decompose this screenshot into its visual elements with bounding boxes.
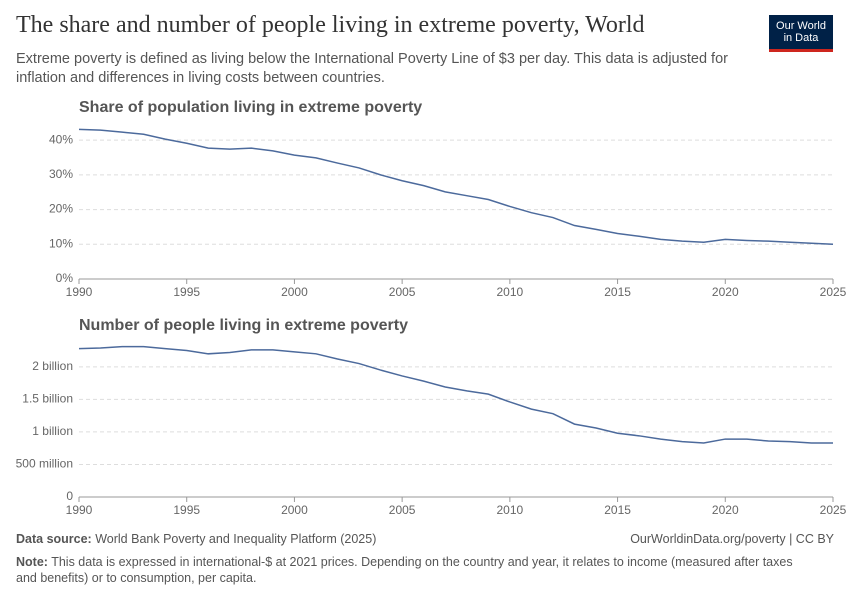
x-tick-label: 2010 [497, 285, 524, 299]
y-tick-label: 10% [49, 236, 73, 250]
x-tick-label: 2025 [820, 503, 847, 517]
subtitle: Extreme poverty is defined as living bel… [16, 51, 728, 86]
y-tick-label: 0% [56, 271, 74, 285]
x-tick-label: 2020 [712, 503, 739, 517]
y-tick-label: 1.5 billion [22, 392, 73, 406]
line [78, 128, 834, 246]
y-tick-label: 30% [49, 167, 73, 181]
chart-title: Share of population living in extreme po… [79, 99, 422, 116]
logo-text: Our World [776, 20, 826, 32]
source-label: Data source: [16, 532, 92, 546]
title: The share and number of people living in… [16, 12, 645, 38]
x-tick-label: 2000 [281, 285, 308, 299]
x-tick-label: 2005 [389, 285, 416, 299]
y-tick-label: 500 million [16, 457, 73, 471]
x-tick-label: 2020 [712, 285, 739, 299]
note-label: Note: [16, 555, 48, 569]
x-tick-label: 1995 [173, 285, 200, 299]
x-tick-label: 2015 [604, 503, 631, 517]
y-tick-label: 20% [49, 202, 73, 216]
x-tick-label: 2010 [497, 503, 524, 517]
x-tick-label: 2005 [389, 503, 416, 517]
logo-text: in Data [783, 32, 819, 44]
y-tick-label: 1 billion [32, 424, 73, 438]
line [78, 345, 833, 444]
x-tick-label: 2025 [820, 285, 847, 299]
chart-title: Number of people living in extreme pover… [79, 317, 408, 334]
source-text: World Bank Poverty and Inequality Platfo… [95, 532, 377, 546]
source: Data source: World Bank Poverty and Ineq… [16, 532, 376, 546]
note: Note: This data is expressed in internat… [16, 554, 816, 586]
logo[interactable]: Our World in Data [769, 15, 833, 52]
y-tick-label: 40% [49, 132, 73, 146]
x-tick-label: 2015 [604, 285, 631, 299]
x-tick-label: 1995 [173, 503, 200, 517]
x-tick-label: 1990 [66, 285, 93, 299]
x-tick-label: 2000 [281, 503, 308, 517]
y-tick-label: 2 billion [32, 359, 73, 373]
y-tick-label: 0 [66, 489, 73, 503]
url[interactable]: OurWorldinData.org/poverty | CC BY [630, 532, 834, 546]
x-tick-label: 1990 [66, 503, 93, 517]
note-text: This data is expressed in international-… [16, 555, 793, 585]
